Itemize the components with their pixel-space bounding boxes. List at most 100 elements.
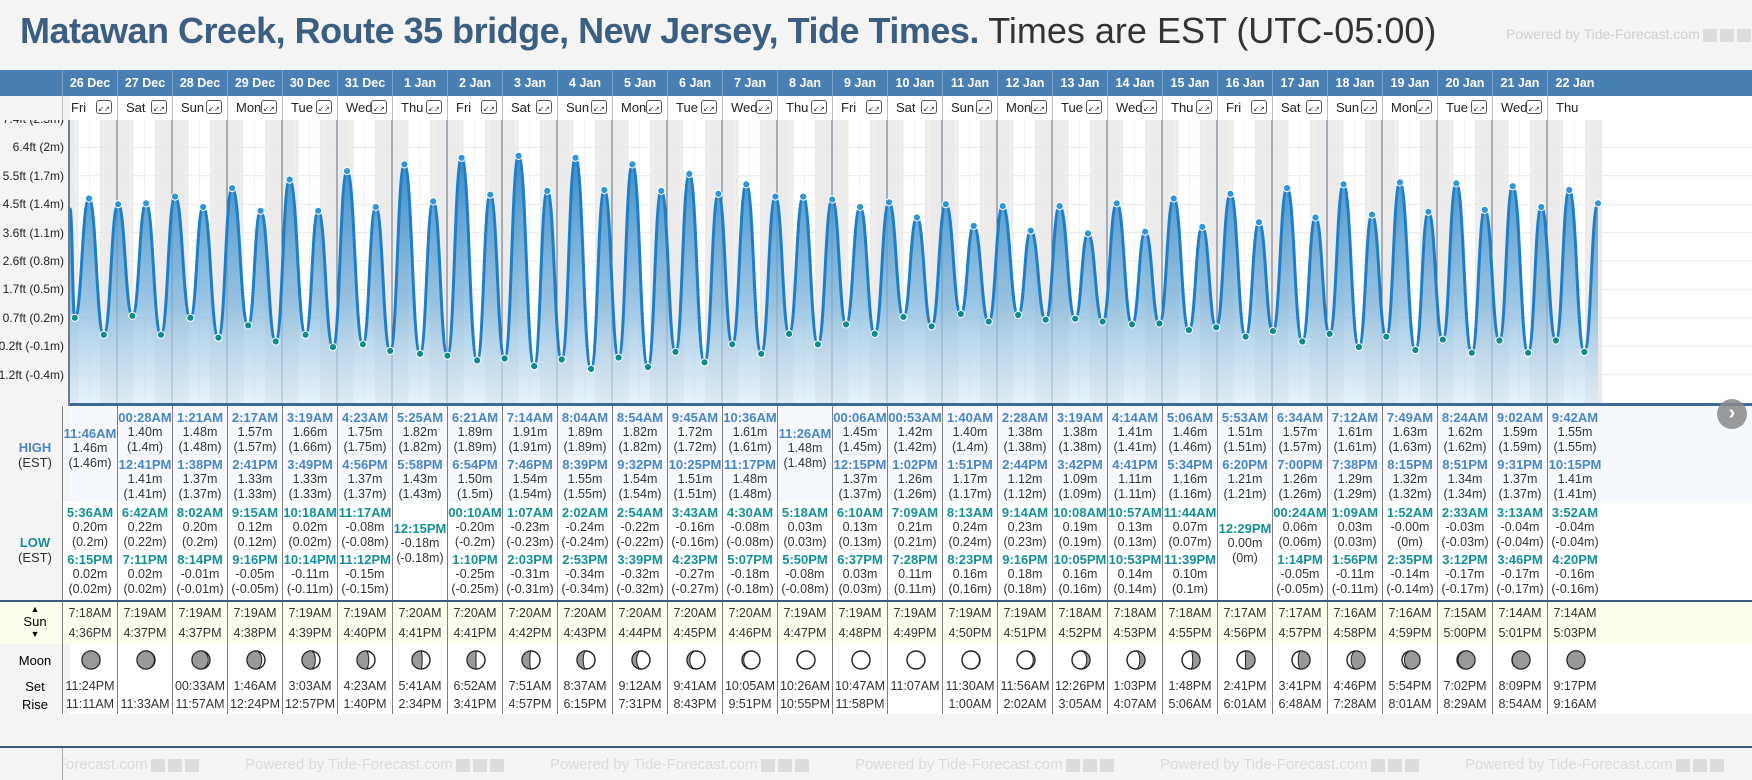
expand-day-button[interactable]: ↙↗ bbox=[206, 100, 222, 114]
high-tide-point[interactable] bbox=[486, 190, 495, 199]
low-tide-point[interactable] bbox=[244, 321, 253, 330]
high-tide-point[interactable] bbox=[1452, 179, 1461, 188]
high-tide-point[interactable] bbox=[314, 206, 323, 215]
low-tide-point[interactable] bbox=[530, 362, 539, 371]
next-days-button[interactable]: › bbox=[1717, 399, 1747, 429]
expand-day-button[interactable]: ↙↗ bbox=[1251, 100, 1267, 114]
high-tide-point[interactable] bbox=[1593, 199, 1603, 208]
high-tide-point[interactable] bbox=[1112, 199, 1121, 208]
expand-day-button[interactable]: ↙↗ bbox=[1416, 100, 1432, 114]
expand-day-button[interactable]: ↙↗ bbox=[1141, 100, 1157, 114]
low-tide-point[interactable] bbox=[1382, 332, 1391, 341]
expand-day-button[interactable]: ↙↗ bbox=[866, 100, 882, 114]
high-tide-point[interactable] bbox=[685, 169, 694, 179]
expand-day-button[interactable]: ↙↗ bbox=[481, 100, 497, 114]
high-tide-point[interactable] bbox=[742, 180, 751, 189]
high-tide-point[interactable] bbox=[342, 167, 352, 176]
low-tide-point[interactable] bbox=[473, 356, 482, 365]
low-tide-point[interactable] bbox=[643, 362, 653, 372]
expand-day-button[interactable]: ↙↗ bbox=[811, 100, 827, 114]
low-tide-point[interactable] bbox=[70, 313, 79, 322]
low-tide-point[interactable] bbox=[785, 329, 794, 338]
low-tide-point[interactable] bbox=[186, 313, 195, 322]
low-tide-point[interactable] bbox=[301, 330, 310, 339]
high-tide-point[interactable] bbox=[371, 202, 380, 212]
expand-day-button[interactable]: ↙↗ bbox=[1086, 100, 1102, 114]
high-tide-point[interactable] bbox=[199, 202, 208, 212]
expand-day-button[interactable]: ↙↗ bbox=[1196, 100, 1212, 114]
expand-day-button[interactable]: ↙↗ bbox=[646, 100, 662, 114]
low-tide-point[interactable] bbox=[1041, 315, 1050, 324]
high-tide-point[interactable] bbox=[1480, 205, 1489, 215]
low-tide-point[interactable] bbox=[1014, 310, 1023, 320]
high-tide-point[interactable] bbox=[941, 200, 950, 209]
low-tide-point[interactable] bbox=[271, 337, 280, 346]
expand-day-button[interactable]: ↙↗ bbox=[371, 100, 387, 114]
high-tide-point[interactable] bbox=[1169, 194, 1178, 203]
high-tide-point[interactable] bbox=[400, 160, 409, 169]
low-tide-point[interactable] bbox=[1325, 329, 1334, 338]
low-tide-point[interactable] bbox=[1354, 343, 1364, 352]
high-tide-point[interactable] bbox=[1508, 182, 1517, 191]
high-tide-point[interactable] bbox=[84, 194, 94, 203]
expand-day-button[interactable]: ↙↗ bbox=[261, 100, 277, 114]
high-tide-point[interactable] bbox=[1424, 207, 1433, 216]
high-tide-point[interactable] bbox=[657, 186, 666, 196]
high-tide-point[interactable] bbox=[1083, 229, 1093, 238]
high-tide-point[interactable] bbox=[1565, 185, 1574, 195]
low-tide-point[interactable] bbox=[1298, 337, 1307, 346]
low-tide-point[interactable] bbox=[1098, 317, 1107, 326]
high-tide-point[interactable] bbox=[1395, 178, 1405, 187]
expand-day-button[interactable]: ↙↗ bbox=[921, 100, 937, 114]
low-tide-point[interactable] bbox=[1071, 314, 1080, 323]
expand-day-button[interactable]: ↙↗ bbox=[316, 100, 332, 114]
low-tide-point[interactable] bbox=[1551, 336, 1561, 345]
high-tide-point[interactable] bbox=[828, 195, 837, 204]
high-tide-point[interactable] bbox=[856, 202, 865, 212]
low-tide-point[interactable] bbox=[214, 333, 223, 342]
low-tide-point[interactable] bbox=[728, 340, 737, 349]
high-tide-point[interactable] bbox=[799, 192, 808, 201]
high-tide-point[interactable] bbox=[1226, 189, 1235, 198]
low-tide-point[interactable] bbox=[500, 354, 509, 363]
low-tide-point[interactable] bbox=[813, 340, 823, 349]
low-tide-point[interactable] bbox=[1438, 335, 1447, 344]
high-tide-point[interactable] bbox=[1367, 210, 1377, 219]
high-tide-point[interactable] bbox=[1339, 180, 1348, 189]
expand-day-button[interactable]: ↙↗ bbox=[591, 100, 607, 114]
high-tide-point[interactable] bbox=[998, 202, 1007, 211]
low-tide-point[interactable] bbox=[671, 347, 680, 356]
low-tide-point[interactable] bbox=[1411, 345, 1420, 355]
high-tide-point[interactable] bbox=[285, 175, 294, 184]
low-tide-point[interactable] bbox=[416, 349, 425, 358]
expand-day-button[interactable]: ↙↗ bbox=[1306, 100, 1322, 114]
low-tide-point[interactable] bbox=[1184, 326, 1194, 335]
low-tide-point[interactable] bbox=[557, 355, 566, 364]
high-tide-point[interactable] bbox=[714, 189, 723, 198]
low-tide-point[interactable] bbox=[1467, 348, 1476, 357]
high-tide-point[interactable] bbox=[171, 192, 180, 201]
high-tide-point[interactable] bbox=[1537, 202, 1546, 212]
high-tide-point[interactable] bbox=[628, 160, 637, 169]
high-tide-point[interactable] bbox=[228, 184, 237, 193]
low-tide-point[interactable] bbox=[700, 358, 709, 367]
low-tide-point[interactable] bbox=[984, 317, 993, 326]
low-tide-point[interactable] bbox=[1241, 332, 1250, 341]
high-tide-point[interactable] bbox=[1198, 222, 1207, 232]
low-tide-point[interactable] bbox=[1128, 320, 1137, 329]
expand-day-button[interactable]: ↙↗ bbox=[536, 100, 552, 114]
low-tide-point[interactable] bbox=[1155, 319, 1164, 328]
low-tide-point[interactable] bbox=[956, 309, 965, 319]
low-tide-point[interactable] bbox=[1580, 347, 1589, 356]
low-tide-point[interactable] bbox=[328, 343, 338, 352]
expand-day-button[interactable]: ↙↗ bbox=[1471, 100, 1487, 114]
expand-day-button[interactable]: ↙↗ bbox=[1526, 100, 1542, 114]
high-tide-point[interactable] bbox=[429, 197, 438, 206]
high-tide-point[interactable] bbox=[1254, 218, 1264, 227]
low-tide-point[interactable] bbox=[614, 353, 623, 362]
expand-day-button[interactable]: ↙↗ bbox=[1031, 100, 1047, 114]
low-tide-point[interactable] bbox=[99, 330, 108, 339]
high-tide-point[interactable] bbox=[969, 221, 978, 231]
low-tide-point[interactable] bbox=[870, 329, 879, 338]
expand-day-button[interactable]: ↙↗ bbox=[976, 100, 992, 114]
